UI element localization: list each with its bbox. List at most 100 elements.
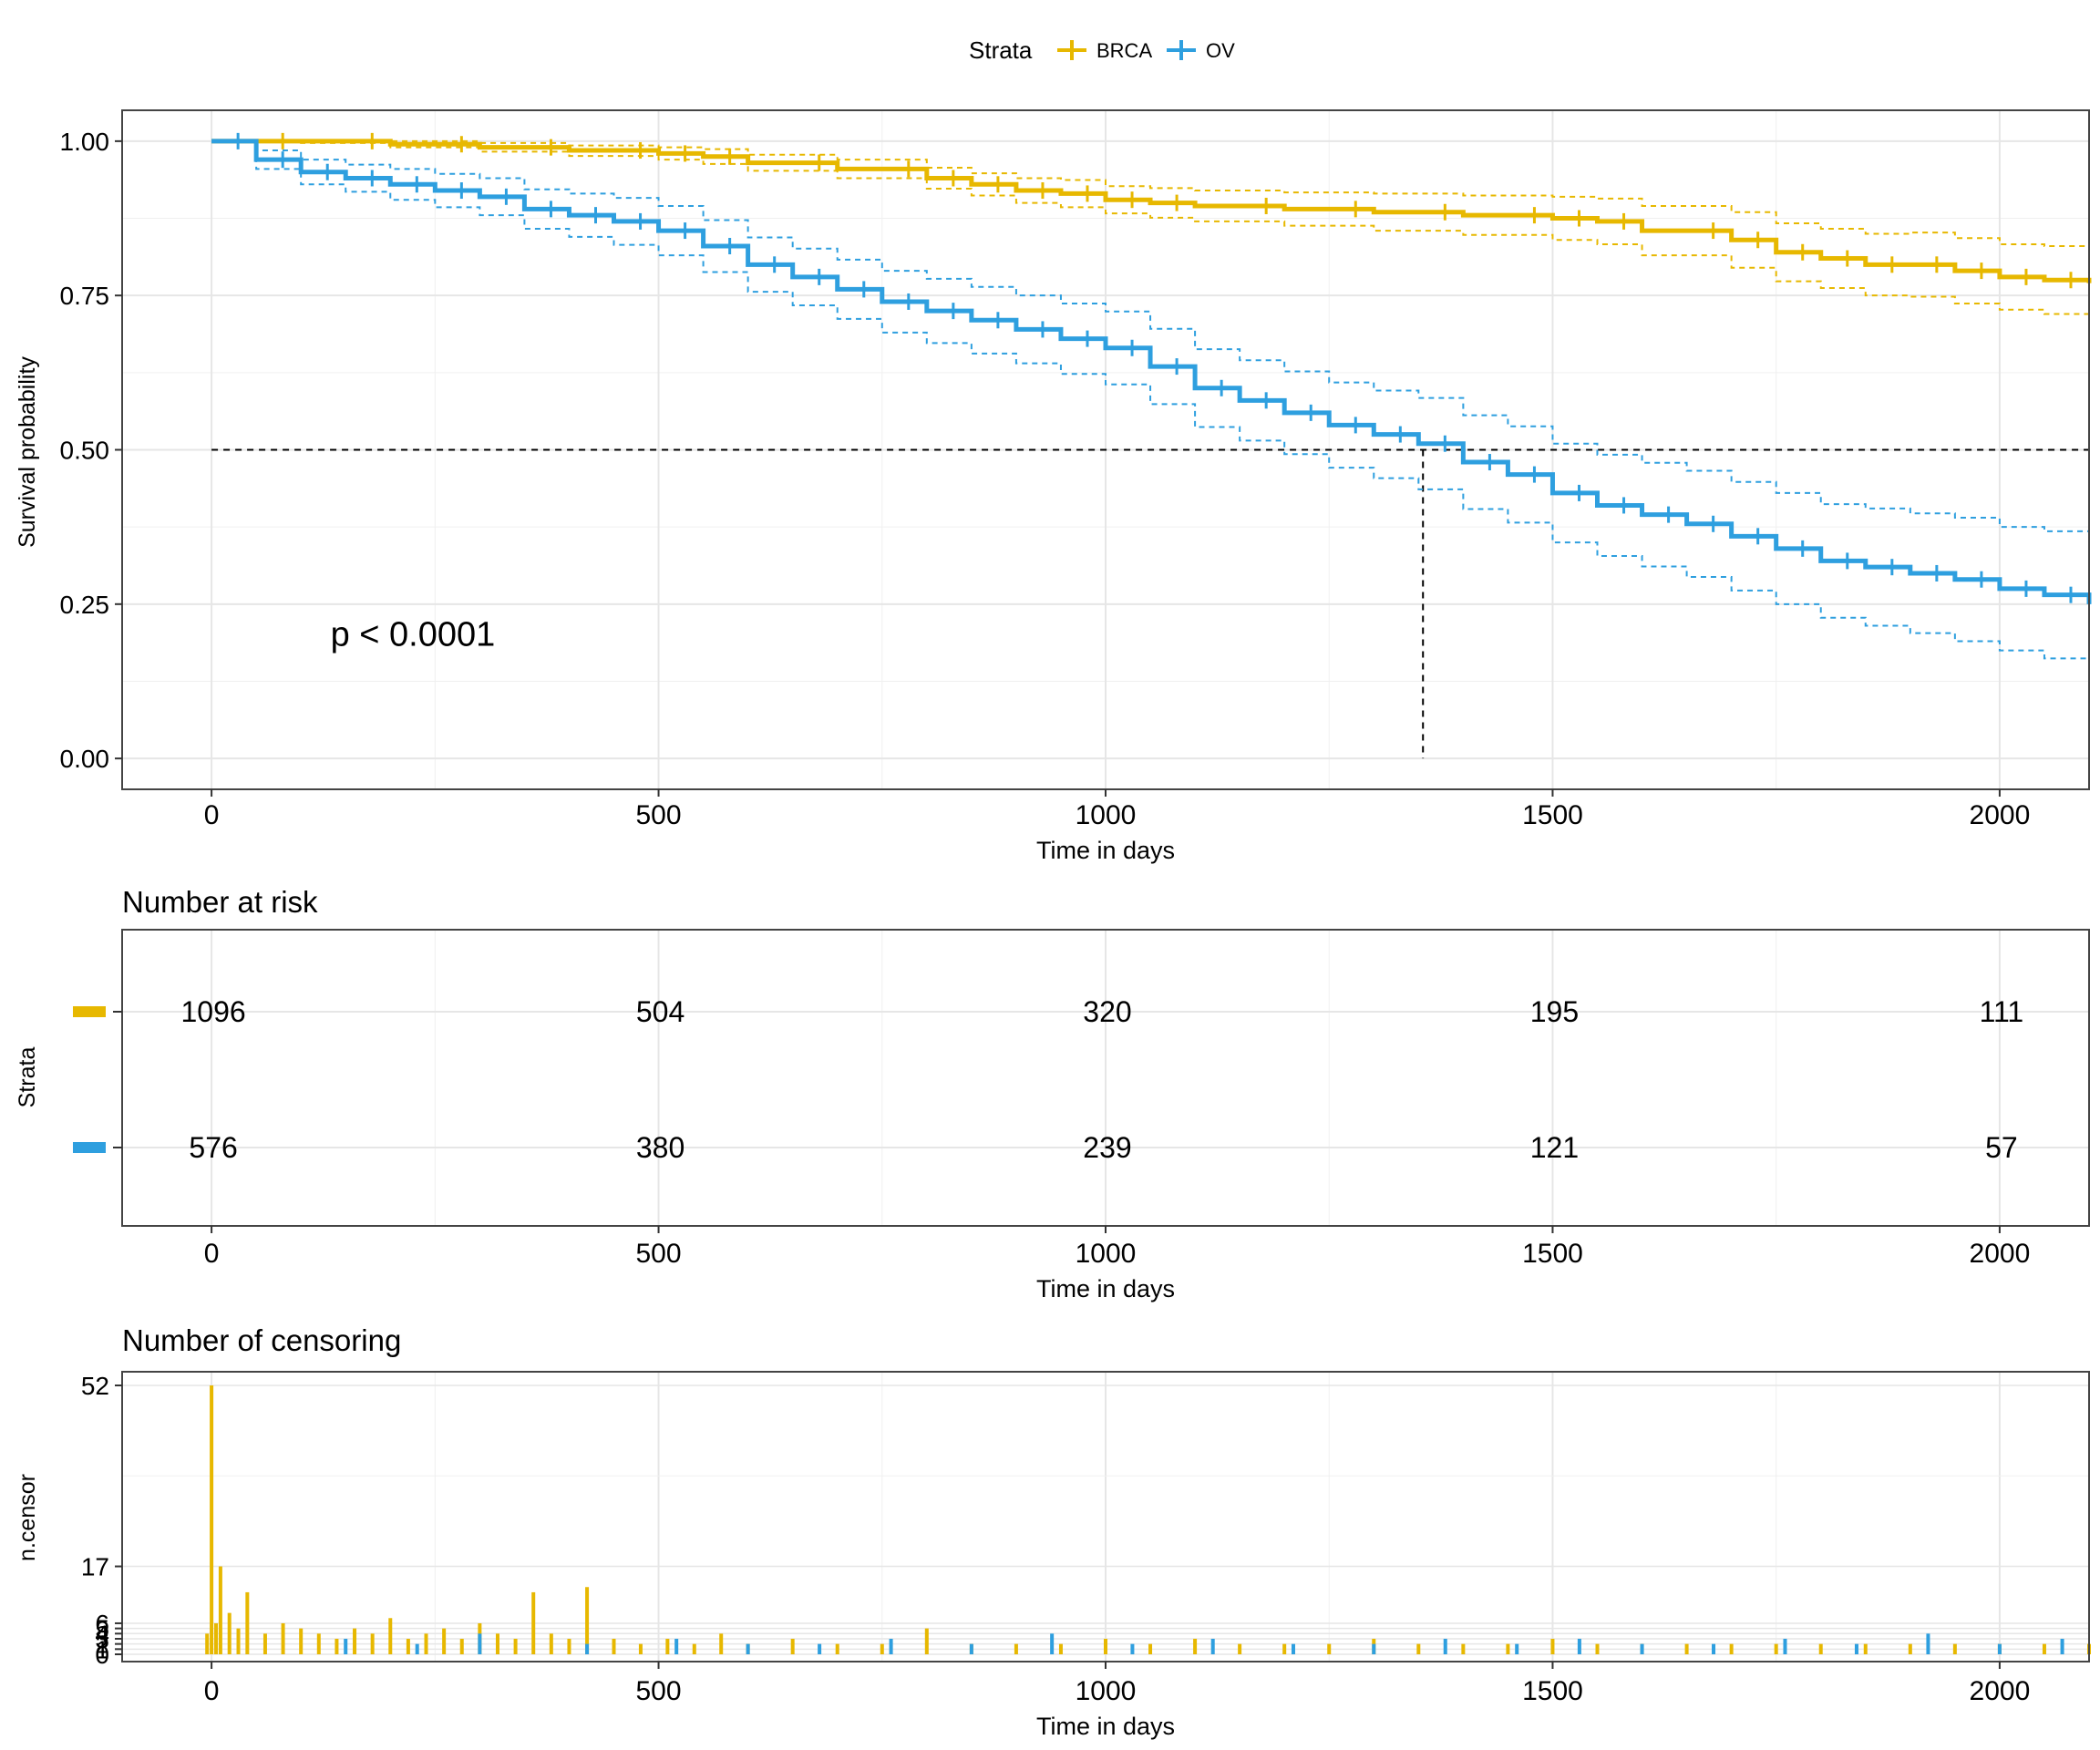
censor-bar-brca-39 (1104, 1638, 1107, 1654)
censor-y-tick-label-8: 52 (81, 1372, 109, 1400)
censor-bar-brca-60 (2042, 1643, 2046, 1654)
censor-x-tick-label-4: 2000 (1970, 1676, 2031, 1706)
ci-lower-brca (211, 139, 2090, 317)
risk-table-panel: Number at risk 1096 504 320 195 111 576 380 239… (15, 885, 2090, 1302)
censor-bar-brca-15 (406, 1638, 410, 1654)
censor-bar-brca-42 (1238, 1643, 1242, 1654)
censor-bar-brca-22 (531, 1591, 536, 1654)
risk-cell-ov-1: 380 (636, 1131, 685, 1164)
survival-curves (211, 132, 2092, 759)
risk-table-gridlines (122, 930, 2089, 1226)
censor-bar-ov-4 (674, 1638, 679, 1654)
censor-bar-ov-3 (585, 1643, 590, 1654)
censor-bar-ov-9 (1050, 1633, 1055, 1654)
censor-bar-brca-8 (281, 1622, 285, 1654)
censor-bar-ov-8 (969, 1643, 973, 1654)
risk-x-tick-label-0: 0 (204, 1239, 220, 1269)
legend: Strata BRCA OV (969, 36, 1235, 64)
censor-bar-brca-49 (1550, 1638, 1555, 1654)
censor-bar-brca-47 (1461, 1643, 1466, 1654)
survival-panel: 0.00 0.25 0.50 0.75 1.00 0 500 1000 1500 2000 p … (15, 109, 2092, 864)
legend-entry-brca: BRCA (1057, 39, 1152, 62)
risk-table-title: Number at risk (122, 885, 318, 919)
risk-cell-ov-3: 121 (1530, 1131, 1579, 1164)
survival-x-tick-label-3: 1500 (1522, 800, 1583, 830)
risk-table-x-axis-label: Time in days (1036, 1275, 1175, 1302)
censor-bar-brca-57 (1908, 1643, 1912, 1654)
risk-table-y-axis-label: Strata (15, 1047, 40, 1108)
survival-x-axis-label: Time in days (1036, 837, 1175, 864)
censor-bar-ov-20 (1854, 1643, 1858, 1654)
censor-bar-ov-22 (1997, 1643, 2002, 1654)
survival-y-tick-label-3: 0.75 (60, 282, 110, 310)
legend-title: Strata (969, 36, 1033, 64)
censor-bar-ov-7 (889, 1638, 893, 1654)
censor-bar-ov-21 (1926, 1633, 1930, 1654)
censor-y-tick-label-4: 4 (95, 1620, 109, 1648)
censor-bar-brca-55 (1818, 1643, 1823, 1654)
censor-bar-ov-15 (1515, 1643, 1519, 1654)
ci-lower-ov (211, 139, 2090, 660)
censor-y-axis-label: n.censor (15, 1474, 40, 1561)
censor-bar-brca-16 (424, 1633, 428, 1654)
censor-bar-ov-0 (344, 1638, 348, 1654)
censor-bar-ov-11 (1210, 1638, 1215, 1654)
censor-y-tick-label-2: 2 (95, 1631, 109, 1659)
censor-bar-ov-12 (1291, 1643, 1295, 1654)
censor-y-tick-label-7: 17 (81, 1553, 109, 1581)
p-value-annotation: p < 0.0001 (331, 616, 496, 654)
risk-strata-key-brca (73, 1006, 106, 1017)
ci-upper-ov (211, 139, 2090, 568)
censor-y-tick-label-5: 5 (95, 1615, 109, 1643)
censor-bar-brca-46 (1416, 1643, 1421, 1654)
risk-x-tick-label-3: 1500 (1522, 1239, 1583, 1269)
survival-y-ticks: 0.00 0.25 0.50 0.75 1.00 (60, 128, 122, 773)
censor-y-tick-label-3: 3 (95, 1625, 109, 1653)
survival-y-tick-label-4: 1.00 (60, 128, 110, 156)
censor-bar-ov-5 (746, 1643, 750, 1654)
censor-bars (205, 1385, 2091, 1654)
censor-gridlines (122, 1372, 2089, 1662)
censor-bar-brca-13 (370, 1633, 375, 1654)
risk-cell-brca-4: 111 (1980, 995, 2024, 1028)
censor-bar-brca-21 (513, 1638, 518, 1654)
censor-bar-brca-11 (335, 1638, 339, 1654)
risk-cell-brca-2: 320 (1083, 995, 1131, 1028)
censor-bar-ov-2 (478, 1633, 482, 1654)
censor-bar-brca-4 (227, 1612, 232, 1654)
survival-x-ticks: 0 500 1000 1500 2000 (204, 789, 2030, 830)
censor-bar-brca-20 (495, 1633, 499, 1654)
censor-bar-brca-34 (880, 1643, 884, 1654)
censor-bar-brca-1 (210, 1385, 214, 1654)
risk-table-cells: 1096 504 320 195 111 576 380 239 121 57 (180, 995, 2023, 1164)
censor-bar-brca-26 (612, 1638, 616, 1654)
censor-bar-brca-37 (1014, 1643, 1018, 1654)
censor-bar-ov-16 (1577, 1638, 1581, 1654)
censor-bar-brca-43 (1282, 1643, 1287, 1654)
censor-bar-ov-14 (1443, 1638, 1447, 1654)
censor-bar-brca-53 (1729, 1643, 1734, 1654)
survival-x-tick-label-2: 1000 (1076, 800, 1137, 830)
censor-bar-ov-10 (1130, 1643, 1135, 1654)
censor-bar-ov-6 (818, 1643, 822, 1654)
censor-bar-brca-9 (299, 1628, 304, 1654)
risk-cell-ov-4: 57 (1985, 1131, 2018, 1164)
risk-strata-key-ov (73, 1142, 106, 1153)
censor-bar-brca-33 (835, 1643, 839, 1654)
censor-bar-brca-48 (1506, 1643, 1510, 1654)
censor-bar-ov-17 (1640, 1643, 1644, 1654)
censor-bar-brca-17 (442, 1628, 447, 1654)
censor-bar-brca-2 (213, 1622, 218, 1654)
censor-bar-brca-3 (218, 1566, 222, 1654)
censor-bar-brca-24 (567, 1638, 571, 1654)
censor-bar-brca-14 (388, 1618, 393, 1654)
censor-bar-brca-41 (1193, 1638, 1198, 1654)
risk-table-strata-keys (73, 1006, 122, 1153)
censor-y-tick-label-6: 6 (95, 1610, 109, 1638)
censor-bar-brca-58 (1952, 1643, 1957, 1654)
censor-x-ticks: 0 500 1000 1500 2000 (204, 1662, 2031, 1706)
risk-x-tick-label-2: 1000 (1076, 1239, 1137, 1269)
